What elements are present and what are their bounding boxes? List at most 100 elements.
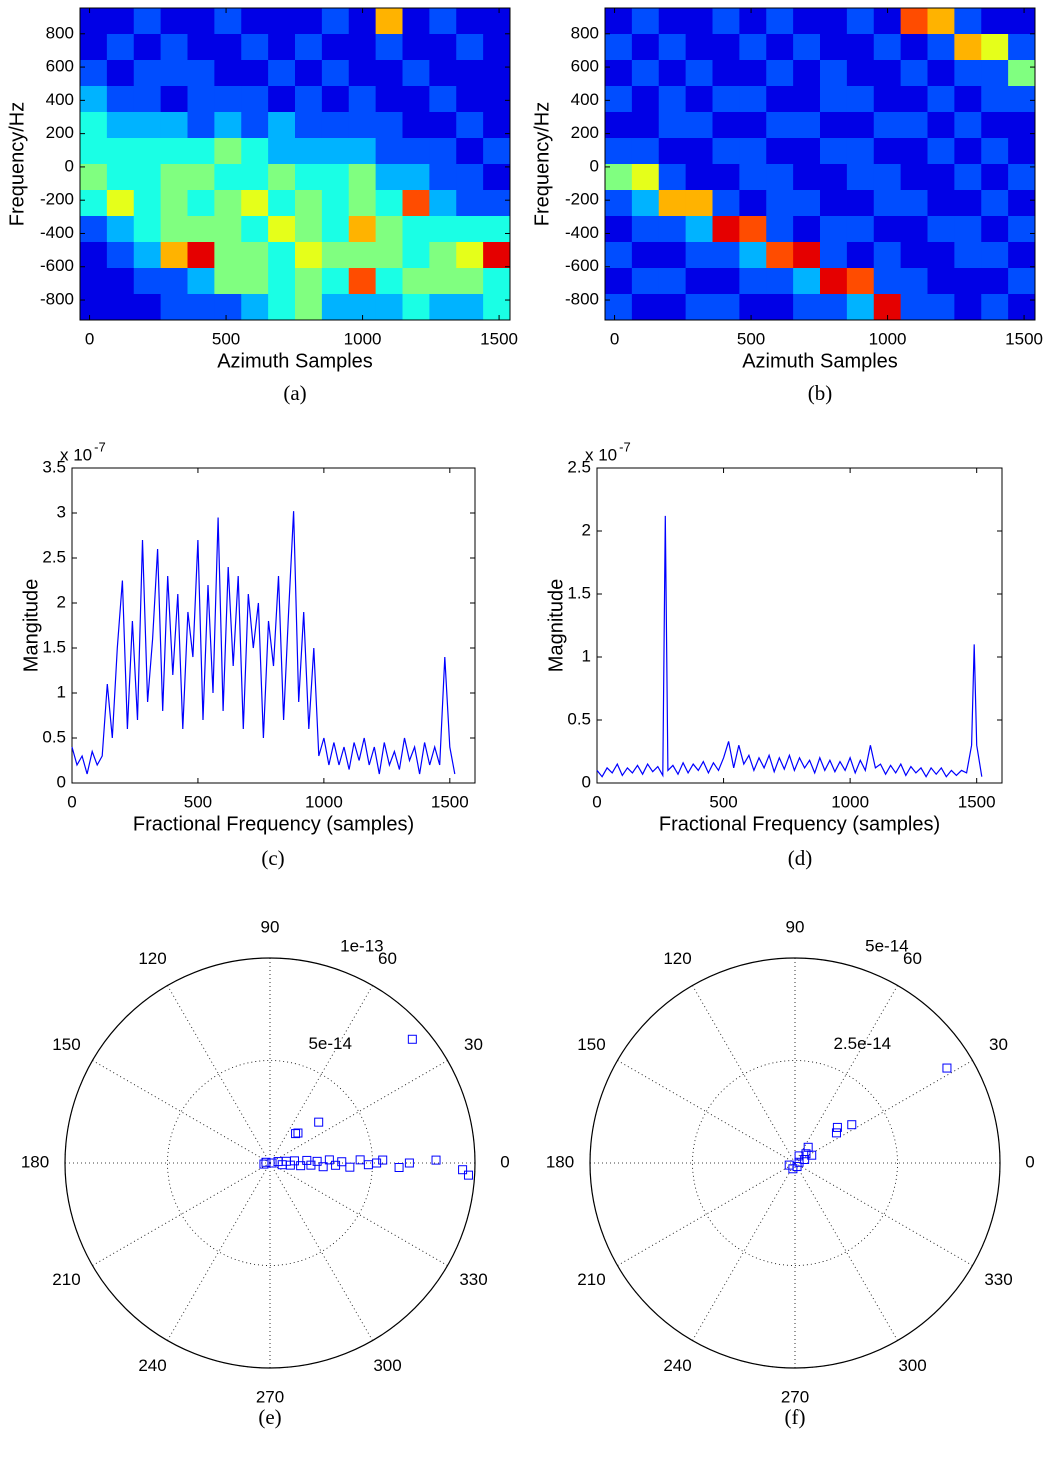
angle-tick-label: 0 <box>500 1152 509 1171</box>
heatmap-cell <box>846 86 875 113</box>
heatmap-cell <box>321 86 350 113</box>
data-point <box>378 1155 388 1165</box>
data-point <box>293 1128 303 1138</box>
x-axis-label: Fractional Frequency (samples) <box>133 813 414 835</box>
radius-tick-label: 5e-14 <box>308 1034 351 1053</box>
heatmap-cell <box>873 242 902 269</box>
heatmap-cell <box>214 86 242 113</box>
y-tick-label: 400 <box>571 90 599 109</box>
angle-tick-label: 120 <box>138 949 166 968</box>
heatmap-cell <box>846 216 875 243</box>
heatmap-cell <box>846 8 875 35</box>
heatmap-cell <box>766 242 794 269</box>
heatmap-cell <box>80 242 108 269</box>
axes-box <box>604 7 1036 321</box>
heatmap-cell <box>658 242 687 269</box>
x-tick-label: 1500 <box>431 792 469 811</box>
angle-tick-label: 240 <box>663 1356 691 1375</box>
heatmap-cell <box>456 294 484 321</box>
x-tick-label: 500 <box>184 792 212 811</box>
angle-tick-label: 300 <box>373 1356 401 1375</box>
heatmap-cell <box>712 8 740 35</box>
heatmap-cell <box>739 164 767 191</box>
heatmap-cell <box>605 294 633 321</box>
heatmap-cell <box>927 112 955 139</box>
heatmap-cell <box>954 86 982 113</box>
heatmap-cell <box>268 60 296 87</box>
heatmap-cell <box>927 8 955 35</box>
heatmap-cell <box>133 8 162 35</box>
heatmap-cell <box>160 138 188 165</box>
heatmap-cell <box>483 294 511 321</box>
heatmap-cell <box>1008 112 1036 139</box>
angle-tick-label: 90 <box>786 917 805 936</box>
x-tick-label: 0 <box>610 329 619 348</box>
heatmap-cell <box>605 138 633 165</box>
heatmap-cell <box>927 216 955 243</box>
angle-tick-label: 60 <box>903 949 922 968</box>
heatmap-cell <box>456 268 484 295</box>
heatmap-cell <box>873 190 902 217</box>
heatmap-cell <box>106 294 135 321</box>
heatmap-cell <box>900 242 928 269</box>
x-tick-label: 1000 <box>831 792 869 811</box>
heatmap-cell <box>766 216 794 243</box>
heatmap-cell <box>268 242 296 269</box>
data-point <box>355 1155 365 1165</box>
polar-frame <box>64 957 476 1369</box>
heatmap-cell <box>241 86 269 113</box>
heatmap-cell <box>214 60 242 87</box>
heatmap-cell <box>80 86 108 113</box>
heatmap-cell <box>954 138 982 165</box>
heatmap-cell <box>1008 294 1036 321</box>
heatmap-cell <box>766 8 794 35</box>
heatmap-cell <box>658 112 687 139</box>
y-tick-label: 1 <box>582 646 591 665</box>
heatmap-cell <box>133 60 162 87</box>
angle-tick-label: 60 <box>378 949 397 968</box>
heatmap-cell <box>927 86 955 113</box>
heatmap-cell <box>685 60 713 87</box>
heatmap-cell <box>793 190 821 217</box>
angle-tick-label: 270 <box>781 1387 809 1406</box>
heatmap-cell <box>321 138 350 165</box>
angle-grid-line <box>92 1060 271 1164</box>
x-tick-label: 1500 <box>1005 329 1043 348</box>
heatmap-cell <box>739 242 767 269</box>
heatmap-cell <box>375 60 403 87</box>
heatmap-cell <box>133 216 162 243</box>
heatmap-cell <box>846 60 875 87</box>
heatmap-cell <box>927 138 955 165</box>
heatmap-cell <box>295 294 323 321</box>
heatmap-cell <box>820 112 848 139</box>
y-tick-label: 0 <box>590 156 599 175</box>
heatmap-cell <box>631 112 660 139</box>
heatmap-cell <box>820 268 848 295</box>
heatmap-cell <box>793 86 821 113</box>
heatmap-cell <box>631 190 660 217</box>
axes-box <box>596 467 1003 784</box>
heatmap-cell <box>106 138 135 165</box>
heatmap-cell <box>214 294 242 321</box>
heatmap-cell <box>820 8 848 35</box>
heatmap-cell <box>133 86 162 113</box>
angle-tick-label: 180 <box>546 1152 574 1171</box>
heatmap-cell <box>739 34 767 61</box>
radius-tick-label: 2.5e-14 <box>833 1034 891 1053</box>
heatmap-cell <box>321 112 350 139</box>
heatmap-cell <box>766 190 794 217</box>
caption: (b) <box>808 381 833 405</box>
heatmap-cell <box>981 268 1009 295</box>
heatmap-cell <box>241 34 269 61</box>
heatmap-cell <box>483 164 511 191</box>
heatmap-cell <box>321 268 350 295</box>
axes-box <box>71 467 476 784</box>
heatmap-cell <box>846 164 875 191</box>
heatmap-cell <box>981 34 1009 61</box>
heatmap-cell <box>954 216 982 243</box>
heatmap-cell <box>685 8 713 35</box>
heatmap-cell <box>846 138 875 165</box>
heatmap-cell <box>295 190 323 217</box>
heatmap-cell <box>927 34 955 61</box>
caption: (c) <box>261 846 284 870</box>
